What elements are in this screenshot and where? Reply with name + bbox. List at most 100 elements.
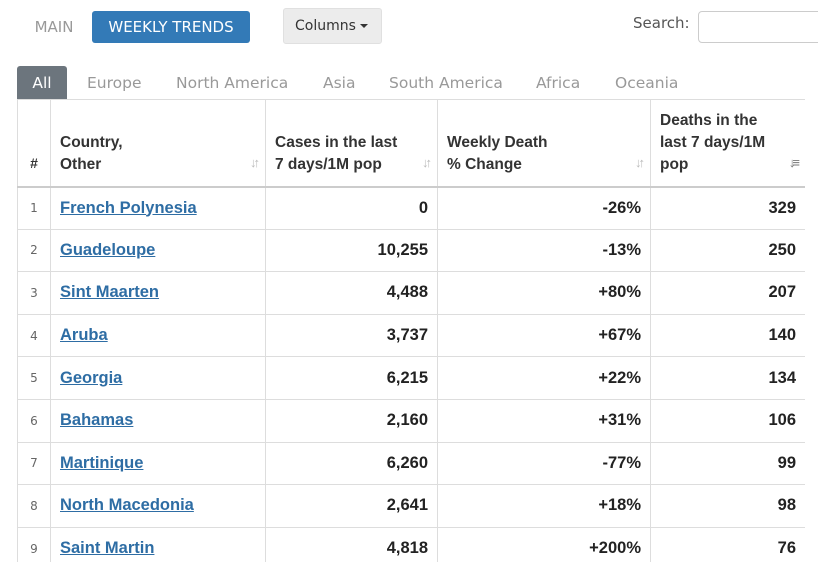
rank-cell: 2 [17, 228, 51, 273]
rank-cell: 1 [17, 186, 51, 230]
country-link[interactable]: Sint Maarten [60, 283, 160, 302]
table-row: 8 North Macedonia 2,641 +18% 98 [17, 484, 805, 528]
country-cell: Saint Martin [50, 526, 266, 562]
header-country-label-line1: Country, [60, 133, 123, 151]
main-button[interactable]: MAIN [34, 18, 74, 36]
header-deaths-label-line2: last 7 days/1M [660, 133, 766, 151]
table-row: 4 Aruba 3,737 +67% 140 [17, 313, 805, 358]
country-link[interactable]: Saint Martin [60, 539, 155, 558]
search-input[interactable] [698, 11, 818, 43]
country-cell: Bahamas [50, 398, 266, 443]
header-change-label-line1: Weekly Death [447, 133, 548, 151]
country-cell: French Polynesia [50, 186, 266, 230]
header-deaths-label-line1: Deaths in the [660, 111, 758, 129]
rank-cell: 5 [17, 356, 51, 400]
weekly-change-cell: +80% [437, 271, 651, 315]
tab-africa[interactable]: Africa [536, 74, 581, 92]
country-cell: North Macedonia [50, 484, 266, 528]
tab-north-america[interactable]: North America [176, 74, 289, 92]
cases-cell: 6,260 [265, 441, 438, 486]
columns-dropdown-button[interactable]: Columns [283, 8, 382, 44]
tab-south-america[interactable]: South America [389, 74, 503, 92]
header-cases-label-line1: Cases in the last [275, 133, 398, 151]
table-row: 3 Sint Maarten 4,488 +80% 207 [17, 271, 805, 315]
weekly-change-cell: +67% [437, 313, 651, 358]
cases-cell: 4,818 [265, 526, 438, 562]
country-link[interactable]: Georgia [60, 368, 123, 387]
header-rank[interactable]: # [17, 99, 51, 188]
table-row: 9 Saint Martin 4,818 +200% 76 [17, 526, 805, 562]
table-row: 7 Martinique 6,260 -77% 99 [17, 441, 805, 486]
rank-cell: 8 [17, 484, 51, 528]
rank-cell: 4 [17, 313, 51, 358]
deaths-cell: 106 [650, 398, 805, 443]
rank-cell: 7 [17, 441, 51, 486]
rank-cell: 3 [17, 271, 51, 315]
country-cell: Martinique [50, 441, 266, 486]
deaths-cell: 250 [650, 228, 805, 273]
cases-cell: 4,488 [265, 271, 438, 315]
cases-cell: 2,160 [265, 398, 438, 443]
header-country[interactable]: Country, Other ↓↑ [50, 99, 266, 188]
weekly-trends-table: # Country, Other ↓↑ Cases in the last 7 … [17, 99, 805, 562]
tab-europe[interactable]: Europe [87, 74, 142, 92]
sort-icon[interactable]: ↓↑ [250, 154, 260, 170]
country-link[interactable]: Martinique [60, 453, 144, 472]
table-row: 6 Bahamas 2,160 +31% 106 [17, 398, 805, 443]
cases-cell: 6,215 [265, 356, 438, 400]
sort-icon[interactable]: ↓↑ [635, 154, 645, 170]
table-row: 5 Georgia 6,215 +22% 134 [17, 356, 805, 400]
table-row: 1 French Polynesia 0 -26% 329 [17, 186, 805, 230]
deaths-cell: 99 [650, 441, 805, 486]
search-label: Search: [633, 14, 690, 32]
header-weekly-change[interactable]: Weekly Death % Change ↓↑ [437, 99, 651, 188]
trends-table-container: # Country, Other ↓↑ Cases in the last 7 … [17, 99, 805, 562]
weekly-change-cell: -13% [437, 228, 651, 273]
top-toolbar: MAIN WEEKLY TRENDS Columns Search: [0, 0, 818, 60]
tab-oceania[interactable]: Oceania [615, 74, 679, 92]
country-cell: Georgia [50, 356, 266, 400]
tab-asia[interactable]: Asia [323, 74, 356, 92]
cases-cell: 10,255 [265, 228, 438, 273]
header-cases[interactable]: Cases in the last 7 days/1M pop ↓↑ [265, 99, 438, 188]
deaths-cell: 207 [650, 271, 805, 315]
country-cell: Aruba [50, 313, 266, 358]
weekly-change-cell: +18% [437, 484, 651, 528]
deaths-cell: 329 [650, 186, 805, 230]
rank-cell: 6 [17, 398, 51, 443]
weekly-change-cell: -77% [437, 441, 651, 486]
cases-cell: 2,641 [265, 484, 438, 528]
header-rank-label: # [30, 154, 38, 171]
weekly-change-cell: +200% [437, 526, 651, 562]
country-link[interactable]: Bahamas [60, 411, 134, 430]
header-change-label-line2: % Change [447, 155, 522, 173]
rank-cell: 9 [17, 526, 51, 562]
sort-icon[interactable]: ↓↑ [422, 154, 432, 170]
weekly-change-cell: +31% [437, 398, 651, 443]
sort-descending-icon[interactable]: ↓≡ [788, 154, 800, 170]
country-cell: Sint Maarten [50, 271, 266, 315]
weekly-trends-button[interactable]: WEEKLY TRENDS [92, 11, 250, 43]
country-link[interactable]: North Macedonia [60, 496, 194, 515]
country-cell: Guadeloupe [50, 228, 266, 273]
deaths-cell: 98 [650, 484, 805, 528]
cases-cell: 0 [265, 186, 438, 230]
table-header-row: # Country, Other ↓↑ Cases in the last 7 … [17, 99, 805, 188]
weekly-change-cell: +22% [437, 356, 651, 400]
deaths-cell: 140 [650, 313, 805, 358]
tab-all[interactable]: All [17, 66, 67, 100]
region-tabs: All Europe North America Asia South Amer… [17, 66, 818, 100]
table-body: 1 French Polynesia 0 -26% 329 2 Guadeloupe 10,2… [17, 186, 805, 562]
header-country-label-line2: Other [60, 155, 102, 173]
caret-down-icon [359, 24, 368, 28]
country-link[interactable]: Aruba [60, 326, 108, 345]
weekly-change-cell: -26% [437, 186, 651, 230]
table-row: 2 Guadeloupe 10,255 -13% 250 [17, 228, 805, 273]
header-deaths[interactable]: Deaths in the last 7 days/1M pop ↓≡ [650, 99, 805, 188]
country-link[interactable]: Guadeloupe [60, 240, 156, 259]
country-link[interactable]: French Polynesia [60, 198, 197, 217]
header-deaths-label-line3: pop [660, 155, 689, 173]
columns-label: Columns [295, 18, 356, 34]
header-cases-label-line2: 7 days/1M pop [275, 155, 382, 173]
cases-cell: 3,737 [265, 313, 438, 358]
